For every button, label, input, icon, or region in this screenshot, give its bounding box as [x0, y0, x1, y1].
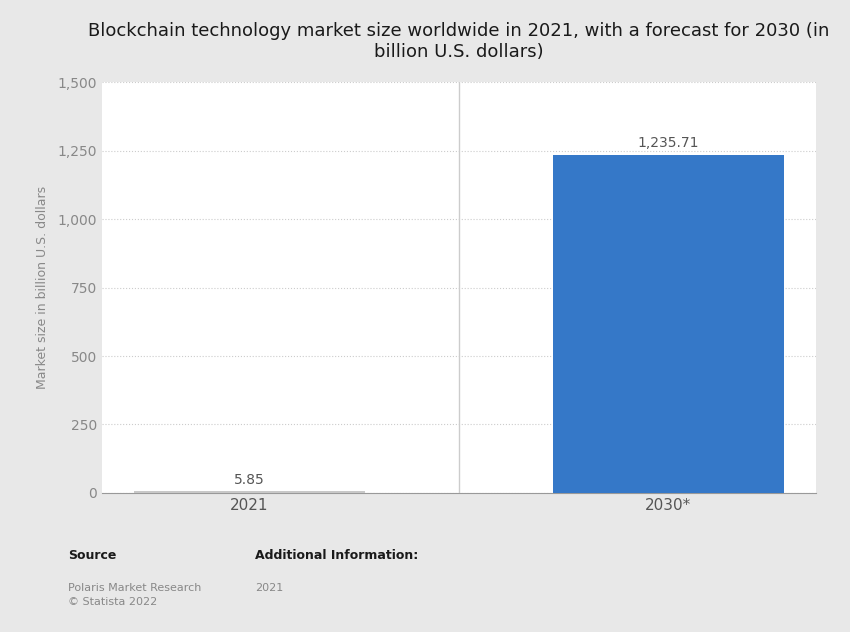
Text: 5.85: 5.85	[235, 473, 265, 487]
Text: 1,235.71: 1,235.71	[638, 137, 700, 150]
Y-axis label: Market size in billion U.S. dollars: Market size in billion U.S. dollars	[37, 186, 49, 389]
Text: Source: Source	[68, 549, 116, 562]
Title: Blockchain technology market size worldwide in 2021, with a forecast for 2030 (i: Blockchain technology market size worldw…	[88, 22, 830, 61]
Text: 2021: 2021	[255, 583, 283, 593]
Bar	[553, 155, 784, 493]
Text: Polaris Market Research: Polaris Market Research	[68, 583, 201, 593]
Text: Additional Information:: Additional Information:	[255, 549, 418, 562]
Bar	[134, 491, 365, 493]
Text: © Statista 2022: © Statista 2022	[68, 597, 157, 607]
